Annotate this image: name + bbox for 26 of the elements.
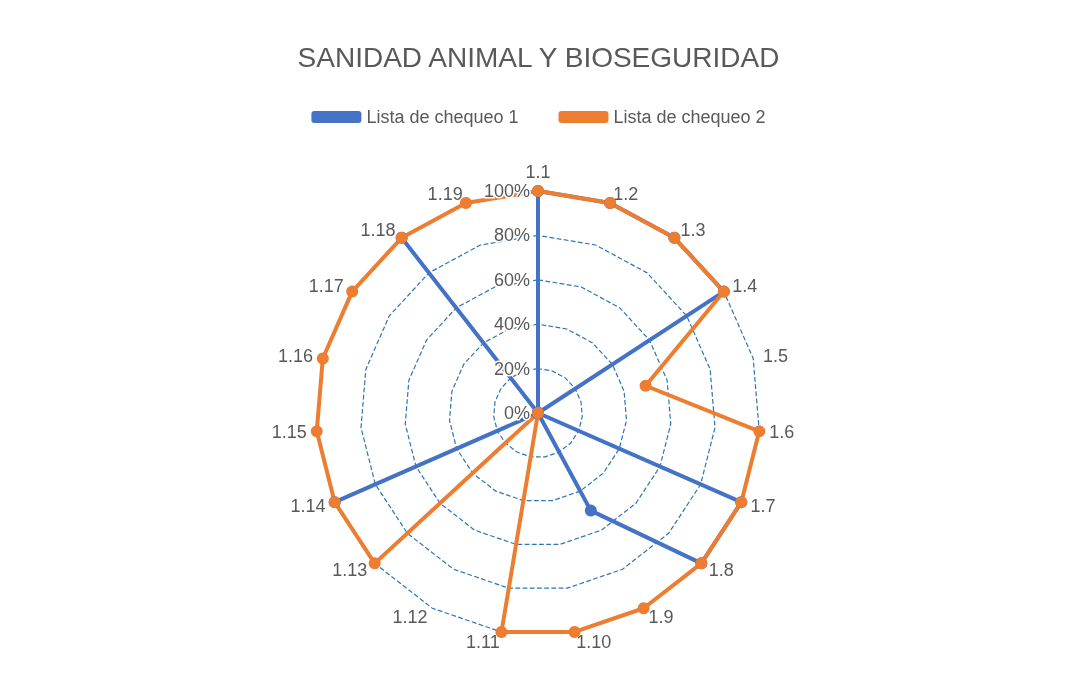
spoke-label: 1.3 [680, 219, 706, 240]
spoke-label: 1.5 [762, 346, 788, 367]
spoke-label: 1.17 [308, 276, 344, 297]
y-tick-label: 80% [493, 225, 530, 246]
y-tick-label: 60% [493, 269, 530, 290]
spoke-label: 1.13 [332, 560, 368, 581]
spoke-label: 1.9 [648, 607, 674, 628]
spoke-label: 1.4 [732, 276, 758, 297]
spoke-label: 1.2 [613, 183, 639, 204]
spoke-label: 1.6 [769, 422, 795, 443]
spoke-label: 1.7 [750, 496, 776, 517]
spoke-label: 1.10 [576, 631, 612, 652]
spoke-label: 1.11 [466, 631, 500, 652]
legend-label: Lista de chequeo 1 [366, 107, 519, 127]
spoke-label: 1.14 [290, 496, 326, 517]
chart-title: SANIDAD ANIMAL Y BIOSEGURIDAD [297, 41, 780, 73]
spoke-label: 1.15 [271, 422, 307, 443]
legend-label: Lista de chequeo 2 [613, 107, 766, 127]
spoke-label: 1.16 [278, 346, 314, 367]
spoke-label: 1.1 [525, 162, 551, 182]
y-tick-label: 0% [503, 403, 530, 423]
spoke-label: 1.18 [360, 219, 396, 240]
spoke-label: 1.8 [708, 560, 734, 581]
spoke-label: 1.12 [392, 607, 428, 628]
y-tick-label: 40% [493, 314, 530, 335]
spoke-label: 1.19 [427, 183, 463, 204]
